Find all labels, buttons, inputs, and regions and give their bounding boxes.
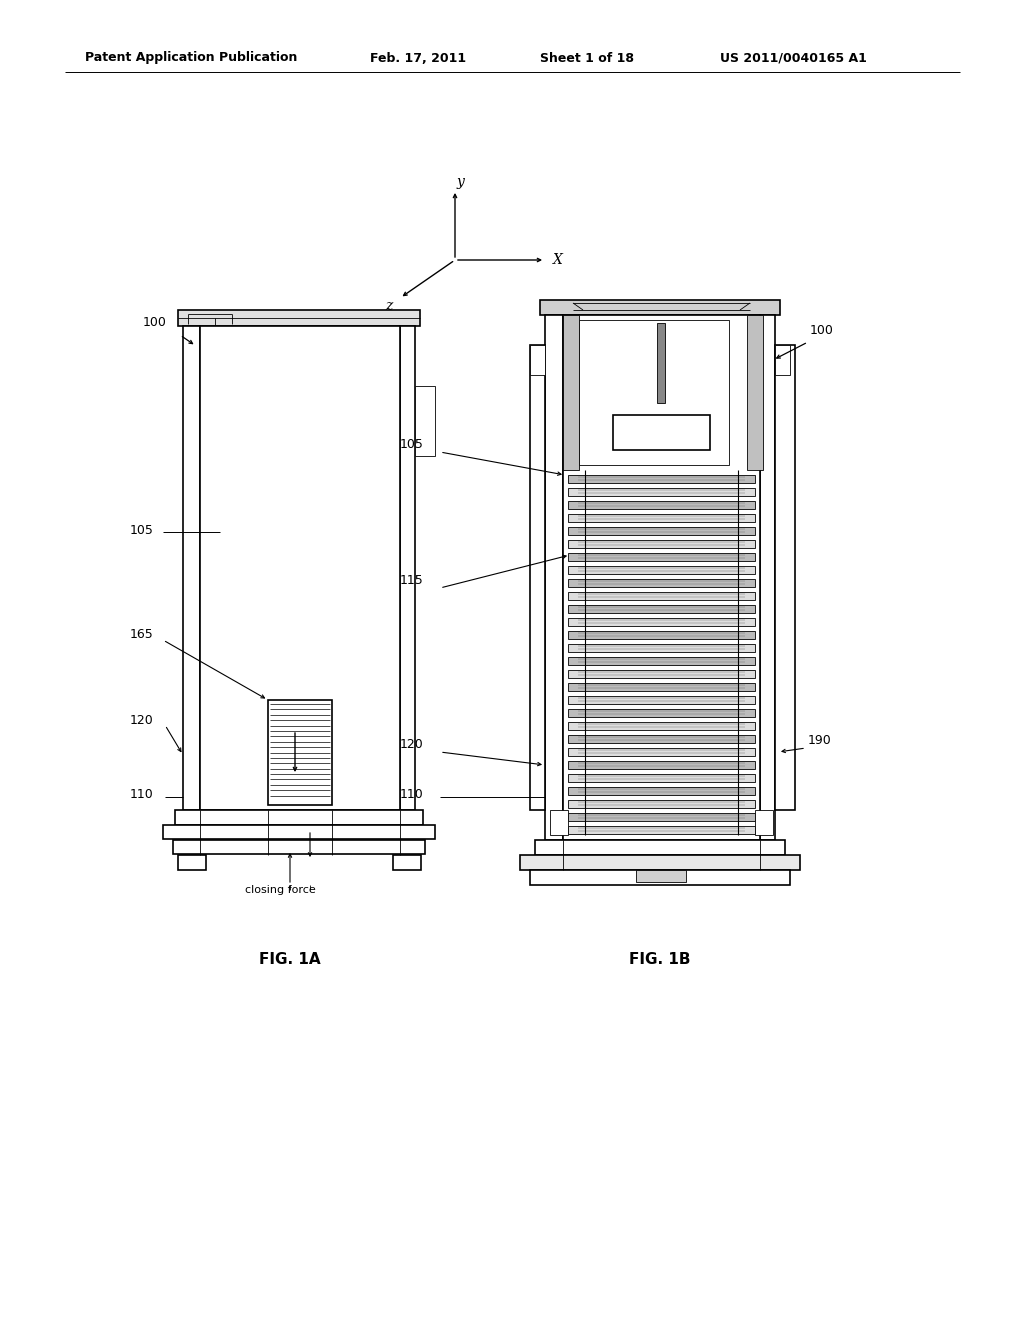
Bar [568,787,755,795]
Bar [530,345,545,375]
Bar [568,502,755,510]
Bar [215,342,232,562]
Bar [550,810,568,836]
Text: 110: 110 [400,788,424,801]
Bar [568,682,755,690]
Bar [568,605,755,612]
Bar [568,826,755,834]
Bar [568,475,755,483]
Bar [755,810,773,836]
Bar [775,345,795,810]
Text: 110: 110 [130,788,154,801]
Bar [568,553,755,561]
Text: y: y [456,176,464,189]
Bar [568,618,755,626]
Bar [568,513,755,521]
Text: X: X [553,253,563,267]
Bar [568,774,755,781]
Text: 120: 120 [130,714,154,726]
Bar [178,855,206,870]
Bar [393,855,421,870]
Bar [568,527,755,535]
Text: 105: 105 [400,438,424,451]
Bar [568,644,755,652]
Bar [579,319,729,465]
Bar [568,631,755,639]
Bar [178,310,420,326]
Bar [568,696,755,704]
Text: 100: 100 [810,323,834,337]
Bar [568,591,755,601]
Text: 165: 165 [130,628,154,642]
Bar [568,709,755,717]
Bar [760,315,775,840]
Bar [568,813,755,821]
Bar [540,300,780,315]
Text: 105: 105 [130,524,154,536]
Bar [636,870,686,882]
Text: Sheet 1 of 18: Sheet 1 of 18 [540,51,634,65]
Bar [563,315,760,840]
Bar [568,800,755,808]
Bar [568,579,755,587]
Bar [175,810,423,825]
Bar [568,762,755,770]
Text: z: z [385,300,392,313]
Bar [568,748,755,756]
Text: 115: 115 [400,573,424,586]
Bar [568,657,755,665]
Bar [530,345,545,810]
Text: Feb. 17, 2011: Feb. 17, 2011 [370,51,466,65]
Bar [613,414,710,450]
Text: 100: 100 [143,317,167,330]
Text: closing force: closing force [245,884,315,895]
Bar [400,326,415,810]
Bar [568,488,755,496]
Bar [563,315,579,470]
Text: 120: 120 [400,738,424,751]
Bar [775,345,790,375]
Bar [545,315,563,840]
Bar [520,855,800,870]
Bar [200,326,400,810]
Bar [163,825,435,840]
Bar [530,870,790,884]
Bar [568,671,755,678]
Bar [173,840,425,854]
Bar [657,323,665,403]
Text: FIG. 1A: FIG. 1A [259,953,321,968]
Bar [568,540,755,548]
Bar [415,385,435,455]
Text: 190: 190 [808,734,831,747]
Text: US 2011/0040165 A1: US 2011/0040165 A1 [720,51,867,65]
Bar [183,326,200,810]
Bar [568,566,755,574]
Text: Patent Application Publication: Patent Application Publication [85,51,297,65]
Bar [568,735,755,743]
Bar [268,700,332,805]
Bar [746,315,763,470]
Text: FIG. 1B: FIG. 1B [630,953,691,968]
Bar [568,722,755,730]
Bar [535,840,785,855]
